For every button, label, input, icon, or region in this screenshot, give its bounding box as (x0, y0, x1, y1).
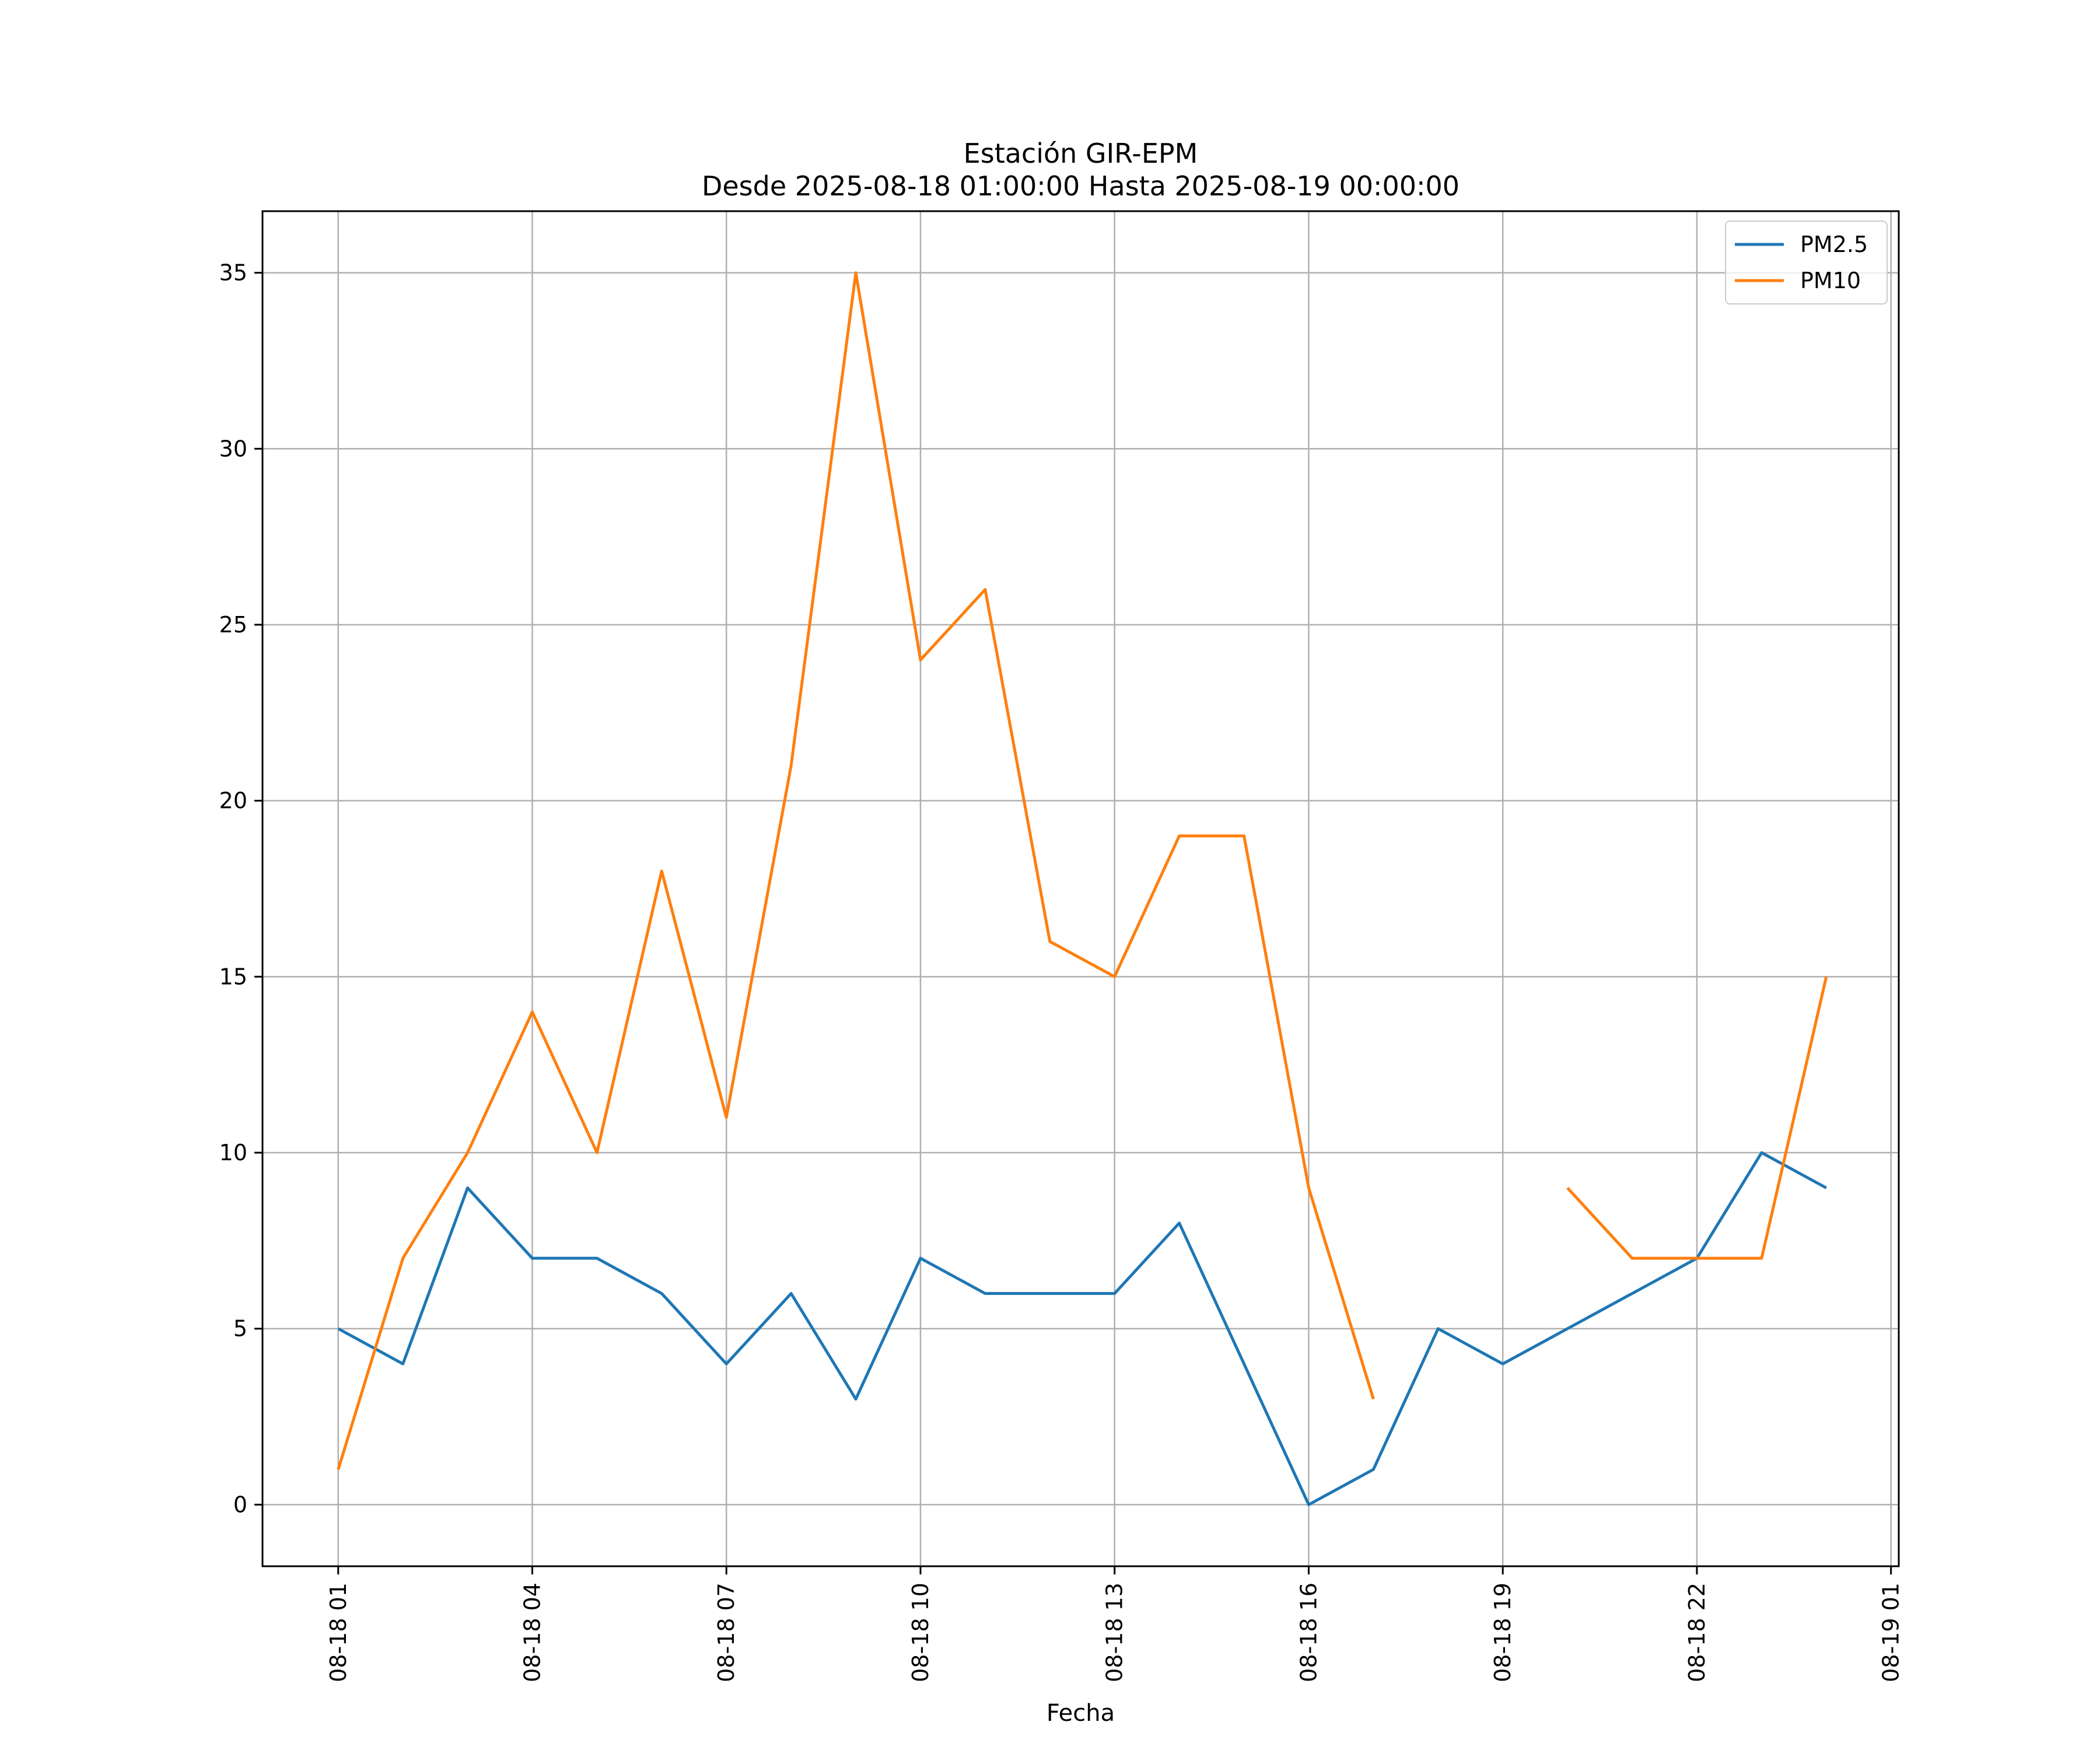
chart-subtitle: Desde 2025-08-18 01:00:00 Hasta 2025-08-… (702, 170, 1460, 202)
y-tick-label: 25 (219, 612, 247, 638)
legend-label-pm25: PM2.5 (1800, 232, 1868, 257)
plot-frame (261, 210, 1900, 1567)
y-tick-label: 35 (219, 260, 247, 286)
x-tick-label: 08-18 04 (520, 1583, 545, 1682)
series-line-pm10 (1566, 976, 1828, 1260)
y-tick-label: 30 (219, 436, 247, 461)
x-tick-label: 08-18 16 (1296, 1583, 1321, 1682)
x-tick-label: 08-19 01 (1878, 1583, 1904, 1682)
y-tick-label: 10 (219, 1140, 247, 1166)
chart-title: Estación GIR-EPM (964, 138, 1198, 169)
x-tick-label: 08-18 01 (326, 1583, 351, 1682)
x-tick-label: 08-18 13 (1102, 1583, 1128, 1682)
series-line-pm10 (337, 271, 1375, 1470)
x-tick-label: 08-18 10 (908, 1583, 933, 1682)
x-axis-label: Fecha (1046, 1700, 1115, 1727)
x-tick-label: 08-18 19 (1490, 1583, 1516, 1682)
x-tick-label: 08-18 07 (713, 1583, 739, 1682)
legend-label-pm10: PM10 (1800, 268, 1861, 293)
ticks: 08-18 01 08-18 04 08-18 07 08-18 10 08-18 13… (219, 260, 1904, 1682)
series-layer (337, 271, 1828, 1506)
y-tick-label: 20 (219, 788, 247, 814)
legend-box (1725, 220, 1888, 304)
y-tick-label: 5 (233, 1316, 247, 1342)
y-tick-label: 0 (233, 1492, 247, 1517)
y-tick-label: 15 (219, 964, 247, 989)
x-tick-label: 08-18 22 (1684, 1583, 1710, 1682)
series-line-pm25 (337, 1151, 1827, 1506)
legend: PM2.5 PM10 (1725, 220, 1888, 304)
grid (262, 211, 1899, 1566)
